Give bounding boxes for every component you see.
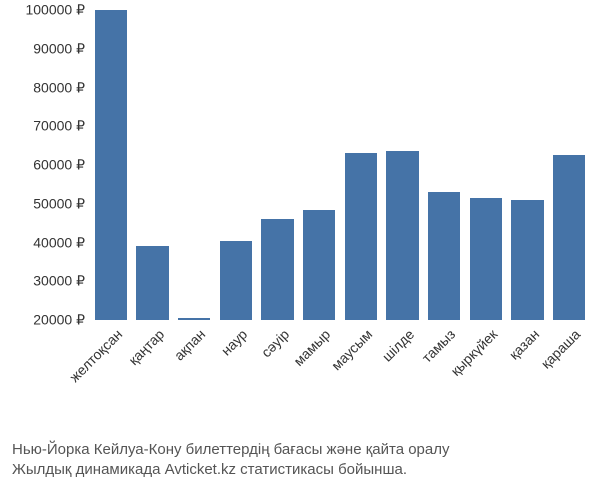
x-tick-label: ақпан [171,326,208,363]
y-tick-label: 40000 ₽ [33,234,85,251]
y-tick-label: 20000 ₽ [33,312,85,329]
y-tick-label: 50000 ₽ [33,195,85,212]
y-tick-label: 30000 ₽ [33,273,85,290]
bars-layer [90,10,590,320]
x-tick-label: наур [218,326,251,359]
x-tick-label: мамыр [290,326,333,369]
price-bar-chart: 20000 ₽ 30000 ₽ 40000 ₽ 50000 ₽ 60000 ₽ 70000… [0,0,600,500]
x-axis-labels: желтоқсанқаңтарақпаннаурсәуірмамырмаусым… [90,320,590,440]
bar [386,151,419,320]
chart-caption: Нью-Йорка Кейлуа-Кону билеттердің бағасы… [12,440,600,481]
y-tick-label: 90000 ₽ [33,40,85,57]
bar [428,192,461,320]
y-tick-label: 70000 ₽ [33,118,85,135]
bar [303,210,336,320]
x-tick-label: шілде [378,326,417,365]
y-tick-label: 80000 ₽ [33,79,85,96]
x-tick-label: тамыз [419,326,459,366]
y-tick-label: 100000 ₽ [25,2,85,19]
y-axis: 20000 ₽30000 ₽40000 ₽50000 ₽60000 ₽70000… [0,10,85,320]
bar [345,153,378,320]
x-tick-label: маусым [328,326,375,373]
bar [470,198,503,320]
bar [553,155,586,320]
bar [511,200,544,320]
plot-area [90,10,590,320]
x-tick-label: қазан [505,326,542,363]
x-tick-label: сәуір [257,326,291,360]
bar [136,246,169,320]
caption-line-2: Жылдық динамикада Avticket.kz статистика… [12,460,600,480]
bar [220,241,253,320]
bar [261,219,294,320]
y-tick-label: 60000 ₽ [33,157,85,174]
bar [95,10,128,320]
x-tick-label: қаңтар [125,326,167,368]
caption-line-1: Нью-Йорка Кейлуа-Кону билеттердің бағасы… [12,440,600,460]
x-tick-label: желтоқсан [66,326,125,385]
x-tick-label: қараша [538,326,584,372]
